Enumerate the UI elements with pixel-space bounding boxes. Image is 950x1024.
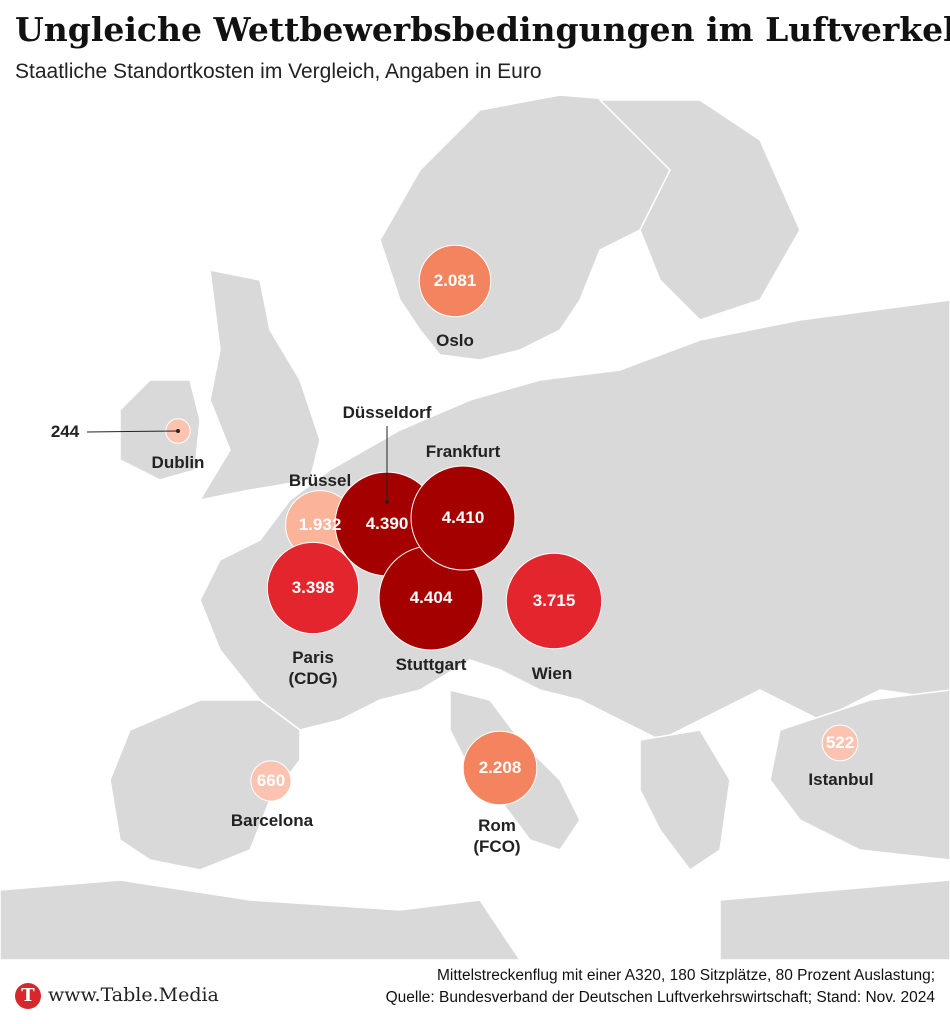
bubble <box>418 244 492 318</box>
land <box>0 94 950 961</box>
bubble <box>821 724 859 762</box>
title: Ungleiche Wettbewerbsbedingungen im Luft… <box>15 10 950 49</box>
subtitle: Staatliche Standortkosten im Vergleich, … <box>15 60 542 83</box>
leader-dot <box>385 500 389 504</box>
logo: T <box>15 983 41 1009</box>
source: Quelle: Bundesverband der Deutschen Luft… <box>385 989 935 1006</box>
leader-line <box>86 430 179 433</box>
value-label: 2.081 <box>433 271 477 290</box>
city-label: Barcelona <box>230 811 314 830</box>
city-label: Brüssel <box>288 471 352 490</box>
bubble <box>410 465 516 571</box>
city-label: Oslo <box>436 331 474 350</box>
bubble <box>462 730 538 806</box>
note: Mittelstreckenflug mit einer A320, 180 S… <box>437 967 935 984</box>
value-label: 522 <box>825 733 855 752</box>
city-label: Dublin <box>151 453 205 472</box>
city-label: Düsseldorf <box>342 403 432 422</box>
value-label: 2.208 <box>478 758 522 777</box>
city-label: Frankfurt <box>425 442 501 461</box>
city-label: Wien <box>531 664 573 683</box>
value-label: 3.398 <box>291 578 335 597</box>
value-label: 660 <box>256 771 286 790</box>
leader-dot <box>176 429 180 433</box>
footnote: Mittelstreckenflug mit einer A320, 180 S… <box>386 965 935 1009</box>
value-label: 4.404 <box>409 588 453 607</box>
value-label: 4.390 <box>365 514 409 533</box>
value-label: 3.715 <box>532 591 576 610</box>
city-label: Rom (FCO) <box>473 816 521 856</box>
bubble <box>266 541 360 635</box>
brand: www.Table.Media <box>48 984 219 1006</box>
value-label: 4.410 <box>441 508 485 527</box>
city-label: Paris (CDG) <box>288 648 338 688</box>
value-label: 1.932 <box>298 515 342 534</box>
bubble <box>505 552 603 650</box>
bubble <box>250 760 292 802</box>
value-label: 244 <box>50 422 80 441</box>
city-label: Stuttgart <box>395 655 467 674</box>
city-label: Istanbul <box>808 770 874 789</box>
